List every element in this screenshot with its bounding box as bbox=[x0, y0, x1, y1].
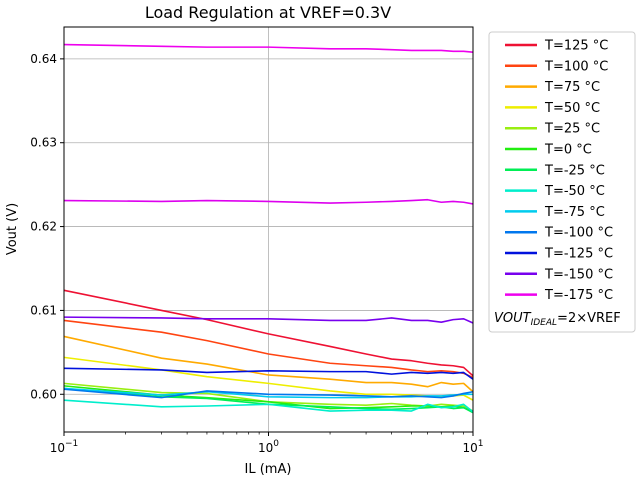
series-line-t-175-c bbox=[63, 43, 474, 53]
series-line-t-0-c bbox=[63, 385, 474, 413]
series-line-t-125-c bbox=[63, 367, 474, 380]
legend-label: T=25 °C bbox=[544, 122, 600, 137]
y-tick-label: 0.60 bbox=[30, 387, 57, 401]
x-tick-base: 10 bbox=[50, 441, 65, 455]
x-tick-exponent: −1 bbox=[65, 439, 78, 449]
series-line-t-100-c bbox=[63, 319, 474, 379]
legend: T=125 °C T=100 °C T=75 °C T=50 °C T=25 °C T=0… bbox=[488, 31, 636, 333]
legend-label: T=-25 °C bbox=[544, 163, 605, 178]
y-tick-label: 0.63 bbox=[30, 136, 57, 150]
series-line-t-100-c bbox=[63, 388, 474, 399]
series-line-t-25-c bbox=[63, 387, 474, 414]
legend-label: T=50 °C bbox=[544, 101, 600, 116]
series-line-t-75-c bbox=[63, 335, 474, 393]
legend-label: T=-75 °C bbox=[544, 205, 605, 220]
x-axis-ticks: 10−1 100 101 bbox=[50, 432, 484, 455]
chart-title: Load Regulation at VREF=0.3V bbox=[145, 3, 391, 22]
legend-label: T=125 °C bbox=[544, 39, 608, 54]
y-tick-label: 0.64 bbox=[30, 52, 57, 66]
y-tick-label: 0.62 bbox=[30, 220, 57, 234]
x-tick-base: 10 bbox=[258, 441, 273, 455]
x-tick-label: 100 bbox=[258, 439, 279, 455]
legend-note: VOUTIDEAL=2×VREF bbox=[494, 311, 621, 328]
legend-label: T=-125 °C bbox=[544, 247, 613, 262]
legend-frame bbox=[488, 31, 636, 333]
legend-label: T=-150 °C bbox=[544, 267, 613, 282]
x-axis-label: IL (mA) bbox=[245, 462, 292, 477]
x-tick-label: 10−1 bbox=[50, 439, 79, 455]
y-axis-label: Vout (V) bbox=[5, 203, 20, 255]
legend-label: T=-175 °C bbox=[544, 288, 613, 303]
legend-label: T=100 °C bbox=[544, 59, 608, 74]
series-line-t-25-c bbox=[63, 382, 474, 412]
x-tick-base: 10 bbox=[462, 441, 477, 455]
legend-note-rest: =2×VREF bbox=[557, 311, 621, 326]
legend-note-subscript: IDEAL bbox=[531, 318, 557, 328]
x-tick-label: 101 bbox=[462, 439, 483, 455]
y-tick-label: 0.61 bbox=[30, 303, 57, 317]
legend-label: T=0 °C bbox=[544, 143, 592, 158]
legend-items: T=125 °C T=100 °C T=75 °C T=50 °C T=25 °C T=0… bbox=[505, 39, 613, 303]
series-line-t-175-c-second bbox=[63, 198, 474, 205]
series-line-t-150-c bbox=[63, 316, 474, 324]
series-layer bbox=[63, 43, 474, 414]
legend-label: T=75 °C bbox=[544, 80, 600, 95]
x-tick-exponent: 1 bbox=[478, 439, 484, 449]
legend-label: T=-100 °C bbox=[544, 226, 613, 241]
legend-label: T=-50 °C bbox=[544, 184, 605, 199]
series-line-t-50-c bbox=[63, 399, 474, 413]
series-line-t-125-c bbox=[63, 289, 474, 377]
y-axis-ticks: 0.60 0.61 0.62 0.63 0.64 bbox=[30, 52, 64, 401]
x-tick-exponent: 0 bbox=[273, 439, 279, 449]
legend-note-main: VOUT bbox=[494, 311, 532, 326]
